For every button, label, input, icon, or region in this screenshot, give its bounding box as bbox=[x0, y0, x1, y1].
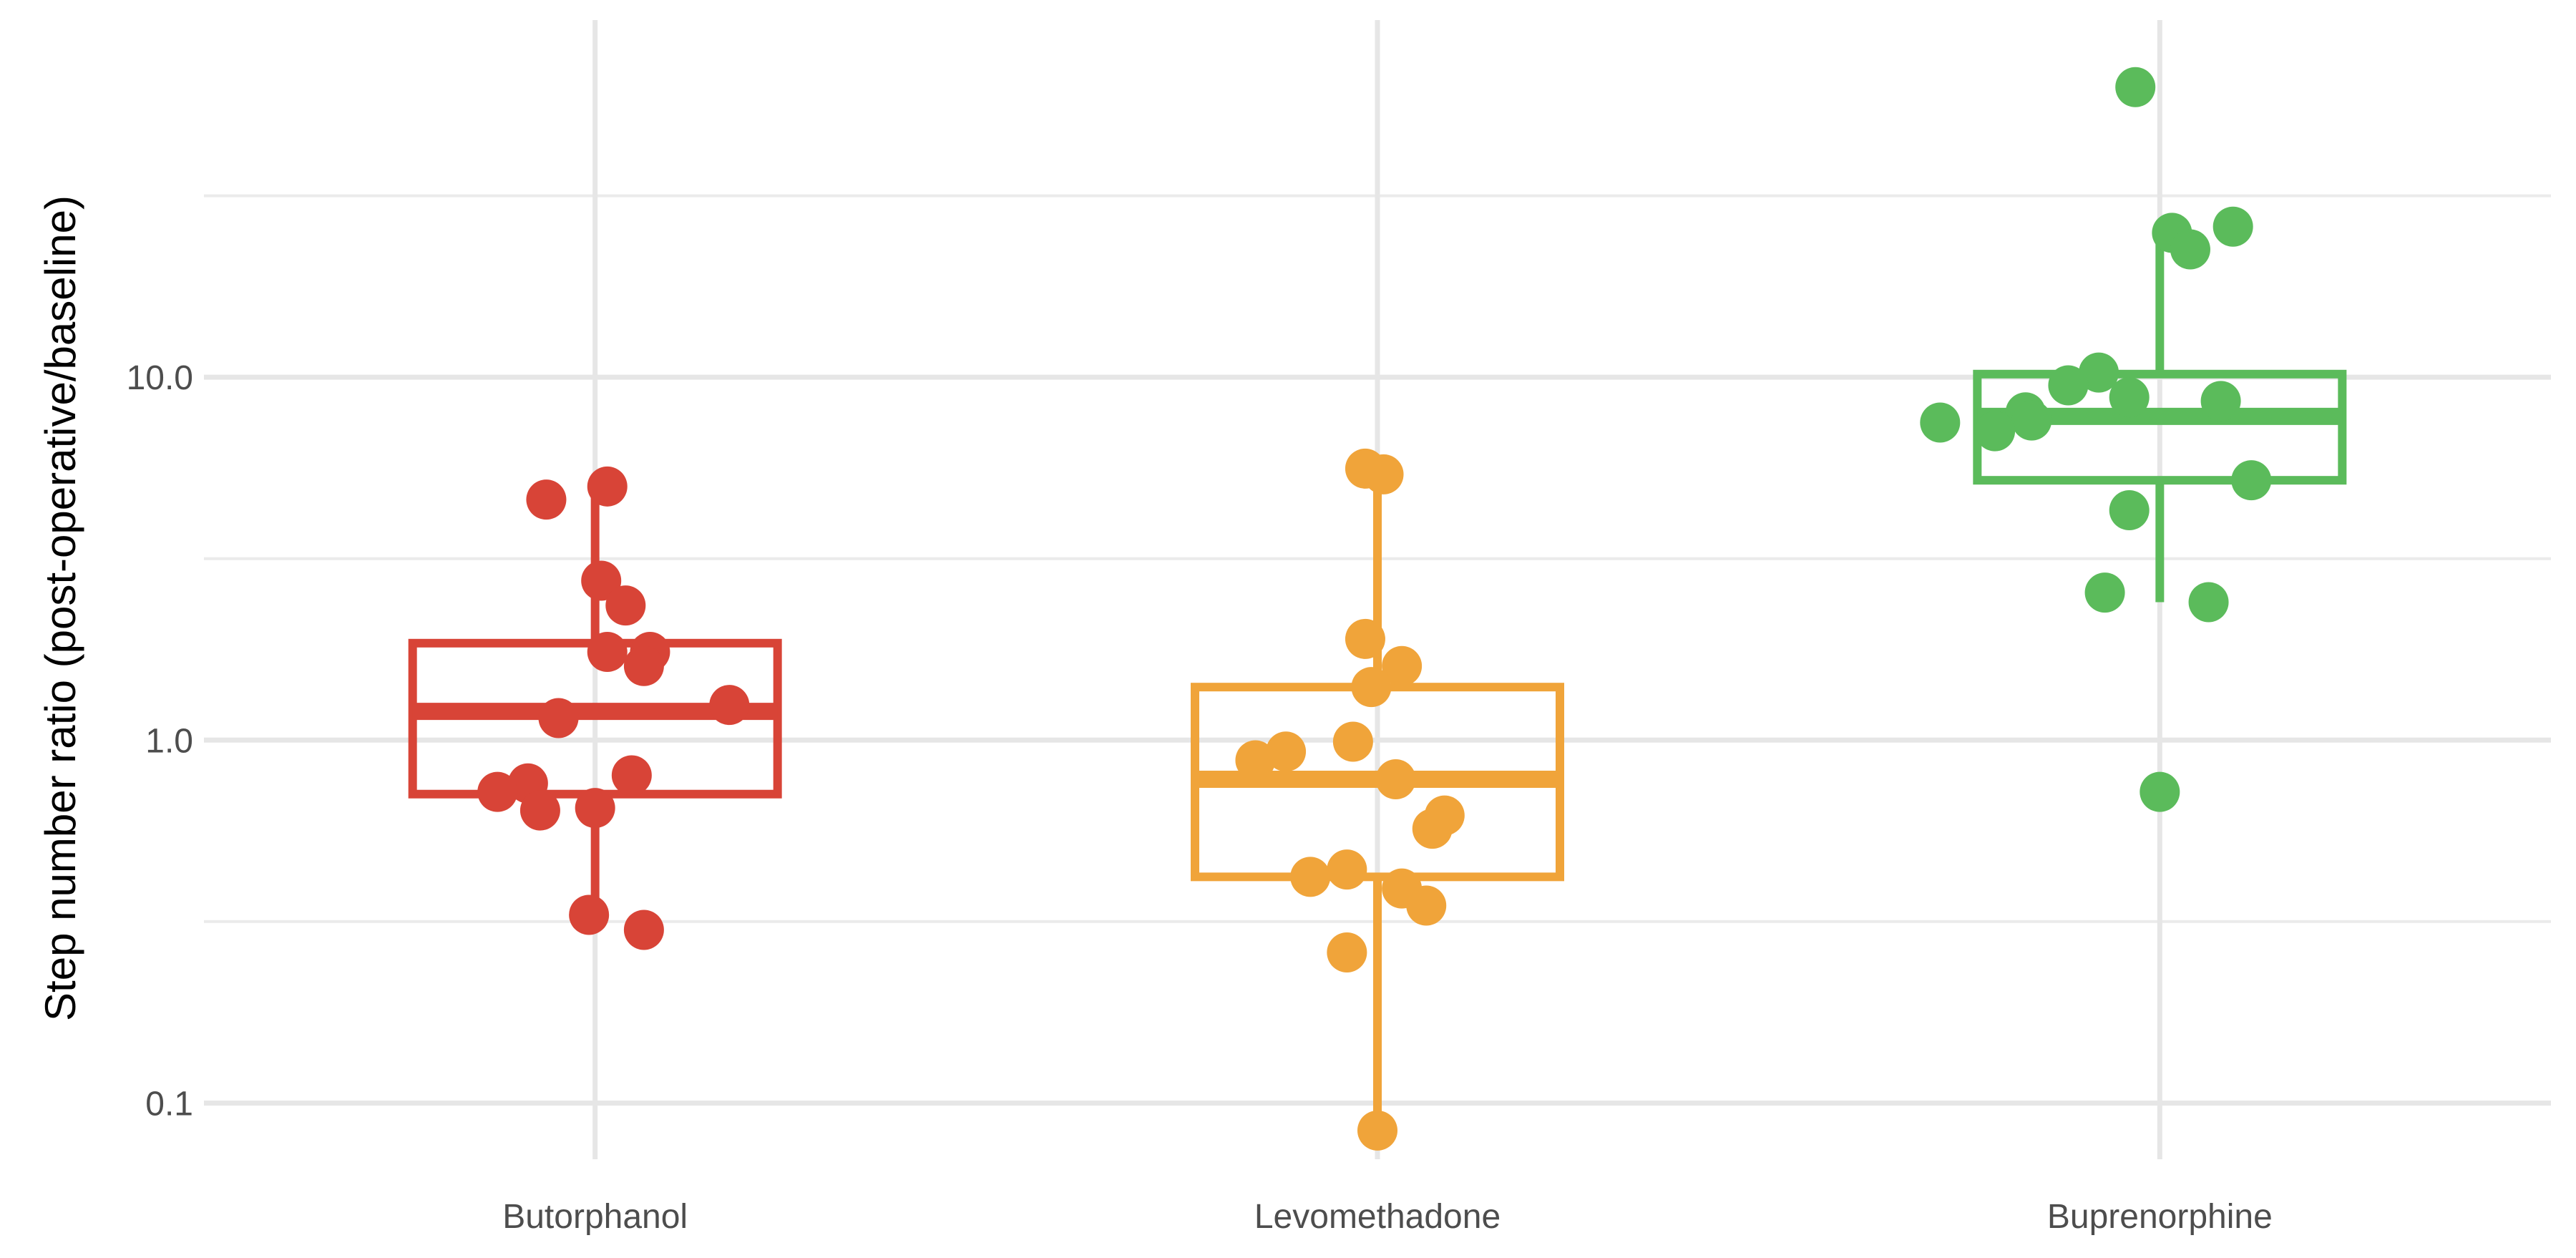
data-point bbox=[2188, 582, 2229, 623]
data-point bbox=[1327, 932, 1367, 972]
data-point bbox=[605, 585, 646, 626]
data-point bbox=[587, 466, 628, 507]
data-point bbox=[1382, 645, 1423, 686]
x-tick-label: Butorphanol bbox=[502, 1198, 688, 1236]
data-point bbox=[1327, 849, 1367, 890]
data-point bbox=[2170, 229, 2210, 270]
data-point bbox=[1406, 885, 1447, 926]
x-tick-label: Buprenorphine bbox=[2047, 1198, 2273, 1236]
y-tick-label: 0.1 bbox=[145, 1085, 193, 1123]
data-point bbox=[2140, 771, 2180, 812]
data-point bbox=[2048, 365, 2089, 406]
data-point bbox=[623, 910, 664, 950]
y-axis-title: Step number ratio (post-operative/baseli… bbox=[36, 195, 84, 1021]
data-point bbox=[1345, 618, 1385, 659]
data-point bbox=[2079, 352, 2119, 393]
data-point bbox=[575, 788, 615, 829]
data-point bbox=[538, 698, 579, 738]
data-point bbox=[1290, 857, 1331, 897]
data-point bbox=[569, 894, 610, 935]
data-point bbox=[477, 771, 518, 812]
data-point bbox=[2115, 67, 2156, 107]
data-point bbox=[1266, 731, 1307, 772]
data-point bbox=[611, 755, 652, 796]
data-point bbox=[1235, 740, 1276, 781]
data-point bbox=[2084, 572, 2125, 613]
x-axis-ticks: Butorphanol Levomethadone Buprenorphine bbox=[502, 1198, 2273, 1236]
data-point bbox=[526, 479, 567, 520]
data-point bbox=[1920, 402, 1961, 443]
data-point bbox=[2200, 381, 2241, 421]
data-point bbox=[1357, 1110, 1397, 1151]
data-point bbox=[1332, 721, 1373, 762]
data-point bbox=[587, 632, 628, 673]
data-point bbox=[1351, 667, 1392, 708]
data-point bbox=[623, 645, 664, 686]
points bbox=[477, 67, 2272, 1151]
data-point bbox=[2109, 377, 2150, 418]
data-point bbox=[2011, 400, 2052, 441]
data-point bbox=[1975, 411, 2016, 452]
data-point bbox=[1363, 454, 1404, 494]
y-tick-label: 10.0 bbox=[127, 359, 193, 397]
data-point bbox=[1412, 809, 1453, 849]
data-point bbox=[519, 790, 560, 831]
y-tick-label: 1.0 bbox=[145, 722, 193, 760]
y-axis-ticks: 0.1 1.0 10.0 bbox=[127, 359, 193, 1123]
data-point bbox=[2212, 206, 2253, 247]
data-point bbox=[2231, 460, 2272, 501]
data-point bbox=[709, 685, 750, 726]
data-point bbox=[1375, 759, 1416, 800]
x-tick-label: Levomethadone bbox=[1254, 1198, 1501, 1236]
data-point bbox=[2109, 490, 2150, 531]
data-point bbox=[581, 560, 622, 601]
